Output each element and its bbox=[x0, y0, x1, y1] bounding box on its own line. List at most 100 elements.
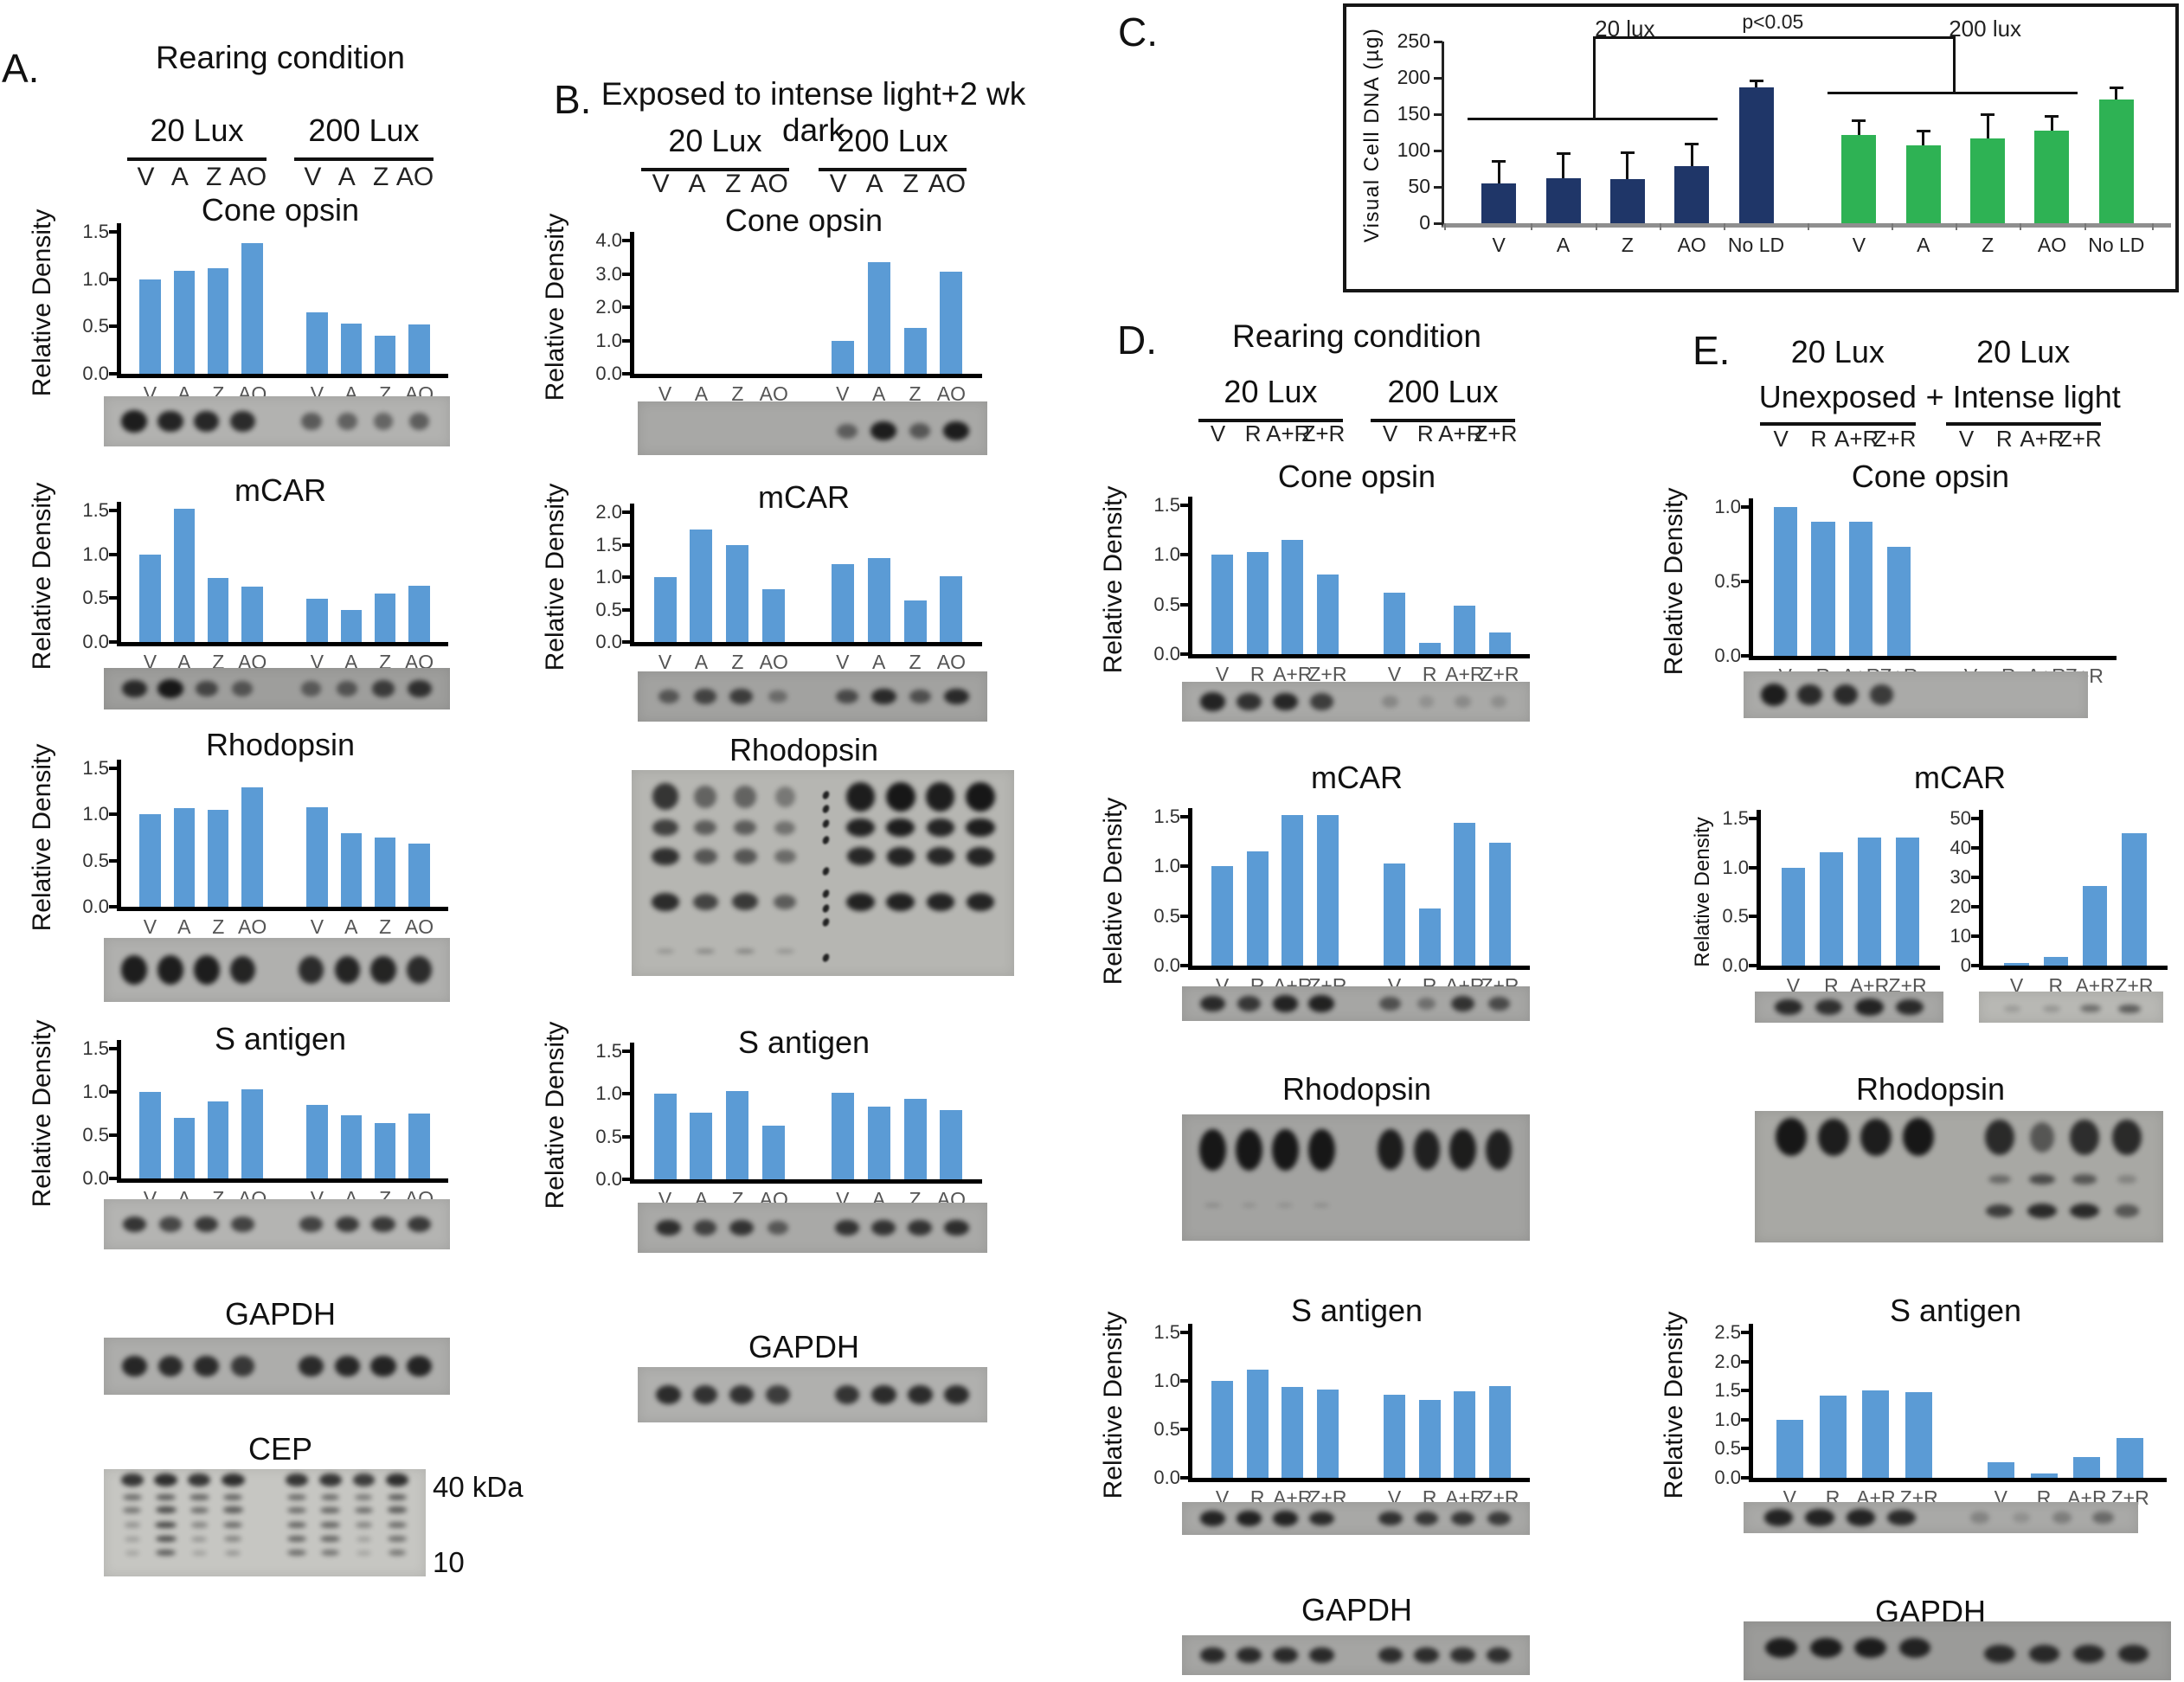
bar bbox=[139, 279, 161, 374]
category-label: V bbox=[1852, 234, 1866, 256]
y-tick-label: 1.0 bbox=[1714, 1408, 1741, 1430]
y-tick-mark bbox=[1180, 602, 1191, 607]
lane-label: V bbox=[658, 651, 672, 673]
blot-band bbox=[124, 1522, 140, 1528]
lane-label: R bbox=[1824, 974, 1839, 997]
blot-band bbox=[1854, 1637, 1887, 1659]
group-label: 20 Lux bbox=[150, 112, 244, 148]
lane-header-label: V bbox=[304, 163, 322, 191]
x-tick-mark bbox=[2151, 223, 2154, 230]
bar bbox=[1545, 177, 1581, 223]
bar bbox=[1987, 1461, 2014, 1478]
blot-band bbox=[1277, 1203, 1294, 1208]
lane-label: V bbox=[2009, 974, 2024, 997]
blot-band bbox=[1272, 1647, 1298, 1664]
blot-band bbox=[1414, 1511, 1439, 1526]
blot-band bbox=[2117, 1175, 2137, 1184]
y-tick-mark bbox=[1180, 1428, 1191, 1431]
lane-label: A bbox=[694, 651, 709, 673]
lane-header-label: Z bbox=[206, 163, 222, 191]
blot-band bbox=[2028, 1174, 2055, 1184]
y-tick-label: 0.0 bbox=[82, 896, 109, 917]
sig-bracket-left bbox=[1592, 36, 1596, 119]
blot-band bbox=[846, 847, 875, 866]
blot-band bbox=[734, 785, 757, 809]
y-tick-label: 0.5 bbox=[82, 315, 109, 337]
y-tick-label: 0.0 bbox=[595, 631, 622, 652]
x-tick-mark bbox=[1595, 223, 1597, 230]
category-label: Z bbox=[1621, 234, 1634, 256]
blot-band bbox=[1775, 998, 1803, 1016]
y-tick-mark bbox=[622, 1134, 633, 1139]
blot-band bbox=[159, 1217, 183, 1232]
blot-band bbox=[157, 955, 184, 985]
chart-title-b_sant: S antigen bbox=[737, 1024, 870, 1060]
x-tick-mark bbox=[1808, 223, 1809, 230]
blot-band bbox=[300, 412, 322, 431]
y-tick-label: 1.5 bbox=[1714, 1379, 1741, 1402]
blot-a_cone_blot bbox=[104, 396, 450, 446]
blot-band bbox=[356, 1536, 371, 1542]
y-tick-label: 0.5 bbox=[82, 1124, 109, 1146]
blot-band bbox=[387, 1506, 408, 1513]
blot-band bbox=[966, 892, 995, 911]
x-tick-mark bbox=[1531, 223, 1533, 230]
bar bbox=[2073, 1456, 2101, 1478]
y-tick-label: 0.0 bbox=[82, 363, 109, 384]
blot-band bbox=[1985, 1204, 2014, 1218]
blot-band bbox=[886, 818, 915, 838]
lane-label: Z bbox=[731, 651, 744, 673]
blot-band bbox=[1815, 998, 1843, 1016]
blot-band bbox=[733, 848, 757, 864]
y-tick-label: 0.0 bbox=[1714, 1467, 1741, 1488]
blot-band bbox=[320, 1493, 340, 1500]
chart-b_sant: 0.0 0.5 1.0 1.5 V A Z AO V A Z AO bbox=[595, 1040, 982, 1210]
y-tick-mark bbox=[1434, 112, 1442, 116]
y-tick-label: 0.0 bbox=[1714, 645, 1741, 666]
blot-band bbox=[188, 1473, 211, 1486]
error-bar-cap bbox=[1749, 80, 1763, 83]
y-tick-mark bbox=[622, 372, 633, 376]
bar bbox=[1886, 547, 1911, 656]
group-label: 200 Lux bbox=[308, 112, 420, 148]
blot-band bbox=[157, 410, 183, 433]
lane-label: R bbox=[1422, 663, 1437, 685]
blot-band bbox=[157, 1355, 183, 1377]
error-bar bbox=[2115, 88, 2118, 100]
lane-label: V bbox=[836, 382, 850, 405]
blot-band bbox=[656, 1384, 682, 1405]
bar bbox=[1773, 507, 1797, 656]
bar bbox=[1316, 1390, 1339, 1478]
lane-label: Z+R bbox=[1481, 663, 1519, 685]
y-tick-label: 3.0 bbox=[595, 262, 622, 285]
y-tick-label: 0.5 bbox=[1722, 905, 1749, 928]
panel-b-title: Exposed to intense light+2 wk dark bbox=[601, 76, 1026, 148]
y-tick-label: 0.0 bbox=[595, 363, 622, 384]
bar bbox=[241, 1089, 263, 1178]
y-tick-mark bbox=[1741, 1417, 1751, 1422]
bar bbox=[1211, 555, 1234, 654]
y-tick-label: 1.0 bbox=[82, 542, 109, 565]
y-tick-mark bbox=[109, 858, 119, 863]
y-tick-mark bbox=[1971, 817, 1982, 820]
lane-label: V bbox=[836, 651, 850, 673]
bar bbox=[208, 578, 229, 642]
group-label: 20 Lux bbox=[1224, 374, 1318, 409]
blot-band bbox=[1237, 692, 1262, 711]
blot-band bbox=[1846, 1509, 1876, 1526]
panel-d-title: Rearing condition bbox=[1232, 318, 1481, 354]
blot-band bbox=[388, 1536, 407, 1543]
category-label: V bbox=[1492, 234, 1506, 256]
bar bbox=[374, 594, 396, 642]
y-tick-label: 2.5 bbox=[1714, 1321, 1741, 1343]
bar bbox=[1454, 1391, 1476, 1478]
y-tick-mark bbox=[1434, 149, 1442, 152]
blot-band bbox=[1200, 995, 1226, 1012]
y-tick-label: 0 bbox=[1419, 211, 1430, 234]
lane-label: Z bbox=[212, 651, 225, 673]
chart-e_mcar_i: 0 10 20 30 40 50 V R A+R Z+R bbox=[1950, 807, 2168, 997]
blot-band bbox=[122, 679, 147, 698]
blot-band bbox=[1450, 1511, 1475, 1526]
blot-band bbox=[694, 785, 716, 809]
blot-band bbox=[1809, 1637, 1842, 1659]
